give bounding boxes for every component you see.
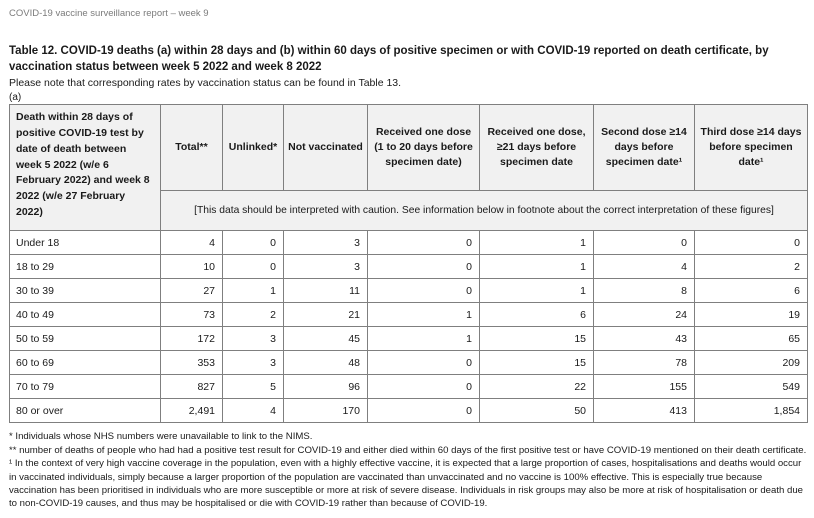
value-cell: 0 xyxy=(222,230,284,256)
value-cell: 24 xyxy=(593,302,695,328)
value-cell: 3 xyxy=(283,254,368,280)
value-cell: 45 xyxy=(283,326,368,352)
value-cell: 8 xyxy=(593,278,695,304)
value-cell: 6 xyxy=(479,302,594,328)
table-row: 80 or over 2,491 4 170 0 50 413 1,854 xyxy=(9,398,808,424)
value-cell: 0 xyxy=(367,350,480,376)
value-cell: 4 xyxy=(222,398,284,424)
column-header-1: Unlinked* xyxy=(222,104,284,192)
value-cell: 96 xyxy=(283,374,368,400)
age-band-label: 60 to 69 xyxy=(9,350,161,376)
value-cell: 0 xyxy=(367,278,480,304)
column-header-6: Third dose ≥14 days before specimen date… xyxy=(694,104,808,192)
footnote-3: ¹ In the context of very high vaccine co… xyxy=(9,458,804,510)
value-cell: 1 xyxy=(222,278,284,304)
value-cell: 1 xyxy=(479,278,594,304)
table-body: Under 18 4 0 3 0 1 0 0 18 to 29 10 0 3 0 1 4 2 30 to 39 2… xyxy=(9,230,808,424)
value-cell: 413 xyxy=(593,398,695,424)
table-row: 60 to 69 353 3 48 0 15 78 209 xyxy=(9,350,808,376)
value-cell: 48 xyxy=(283,350,368,376)
table-row: 30 to 39 27 1 11 0 1 8 6 xyxy=(9,278,808,304)
value-cell: 3 xyxy=(222,326,284,352)
footnotes: * Individuals whose NHS numbers were una… xyxy=(9,430,807,511)
value-cell: 0 xyxy=(593,230,695,256)
value-cell: 2,491 xyxy=(160,398,223,424)
age-band-label: 18 to 29 xyxy=(9,254,161,280)
value-cell: 4 xyxy=(593,254,695,280)
value-cell: 155 xyxy=(593,374,695,400)
value-cell: 0 xyxy=(367,254,480,280)
value-cell: 22 xyxy=(479,374,594,400)
table-header-row: Death within 28 days of positive COVID-1… xyxy=(9,104,808,232)
section-label-a: (a) xyxy=(9,92,22,104)
column-header-5: Second dose ≥14 days before specimen dat… xyxy=(593,104,695,192)
caution-note: [This data should be interpreted with ca… xyxy=(160,190,808,232)
table-row: 40 to 49 73 2 21 1 6 24 19 xyxy=(9,302,808,328)
value-cell: 15 xyxy=(479,350,594,376)
value-cell: 170 xyxy=(283,398,368,424)
column-header-2: Not vaccinated xyxy=(283,104,368,192)
table-row: Under 18 4 0 3 0 1 0 0 xyxy=(9,230,808,256)
value-cell: 549 xyxy=(694,374,808,400)
value-cell: 827 xyxy=(160,374,223,400)
column-header-3: Received one dose (1 to 20 days before s… xyxy=(367,104,480,192)
value-cell: 4 xyxy=(160,230,223,256)
value-cell: 50 xyxy=(479,398,594,424)
value-cell: 19 xyxy=(694,302,808,328)
value-cell: 0 xyxy=(367,374,480,400)
footnote-2: ** number of deaths of people who had ha… xyxy=(9,444,807,456)
value-cell: 0 xyxy=(222,254,284,280)
value-cell: 2 xyxy=(694,254,808,280)
value-cell: 1 xyxy=(479,254,594,280)
table-title: Table 12. COVID-19 deaths (a) within 28 … xyxy=(9,45,769,73)
age-band-label: 40 to 49 xyxy=(9,302,161,328)
value-cell: 27 xyxy=(160,278,223,304)
value-cell: 21 xyxy=(283,302,368,328)
covid-deaths-table: Death within 28 days of positive COVID-1… xyxy=(9,104,808,424)
value-cell: 10 xyxy=(160,254,223,280)
caution-row: [This data should be interpreted with ca… xyxy=(10,190,808,232)
age-band-label: 50 to 59 xyxy=(9,326,161,352)
column-header-4: Received one dose, ≥21 days before speci… xyxy=(479,104,594,192)
value-cell: 3 xyxy=(283,230,368,256)
value-cell: 3 xyxy=(222,350,284,376)
table-row: 50 to 59 172 3 45 1 15 43 65 xyxy=(9,326,808,352)
report-header: COVID-19 vaccine surveillance report – w… xyxy=(9,8,209,19)
age-band-label: 80 or over xyxy=(9,398,161,424)
value-cell: 78 xyxy=(593,350,695,376)
value-cell: 0 xyxy=(367,230,480,256)
value-cell: 73 xyxy=(160,302,223,328)
value-cell: 0 xyxy=(694,230,808,256)
value-cell: 353 xyxy=(160,350,223,376)
value-cell: 1 xyxy=(367,302,480,328)
column-header-0: Total** xyxy=(160,104,223,192)
footnote-1: * Individuals whose NHS numbers were una… xyxy=(9,431,313,443)
age-band-label: 30 to 39 xyxy=(9,278,161,304)
value-cell: 1 xyxy=(479,230,594,256)
value-cell: 1,854 xyxy=(694,398,808,424)
value-cell: 2 xyxy=(222,302,284,328)
value-cell: 6 xyxy=(694,278,808,304)
value-cell: 5 xyxy=(222,374,284,400)
value-cell: 0 xyxy=(367,398,480,424)
value-cell: 172 xyxy=(160,326,223,352)
value-cell: 15 xyxy=(479,326,594,352)
age-band-label: 70 to 79 xyxy=(9,374,161,400)
table-row: 70 to 79 827 5 96 0 22 155 549 xyxy=(9,374,808,400)
age-band-label: Under 18 xyxy=(9,230,161,256)
value-cell: 11 xyxy=(283,278,368,304)
value-cell: 1 xyxy=(367,326,480,352)
value-cell: 43 xyxy=(593,326,695,352)
row-header-cell: Death within 28 days of positive COVID-1… xyxy=(9,104,161,232)
table-row: 18 to 29 10 0 3 0 1 4 2 xyxy=(9,254,808,280)
value-cell: 65 xyxy=(694,326,808,352)
table-subtitle: Please note that corresponding rates by … xyxy=(9,76,402,89)
value-cell: 209 xyxy=(694,350,808,376)
